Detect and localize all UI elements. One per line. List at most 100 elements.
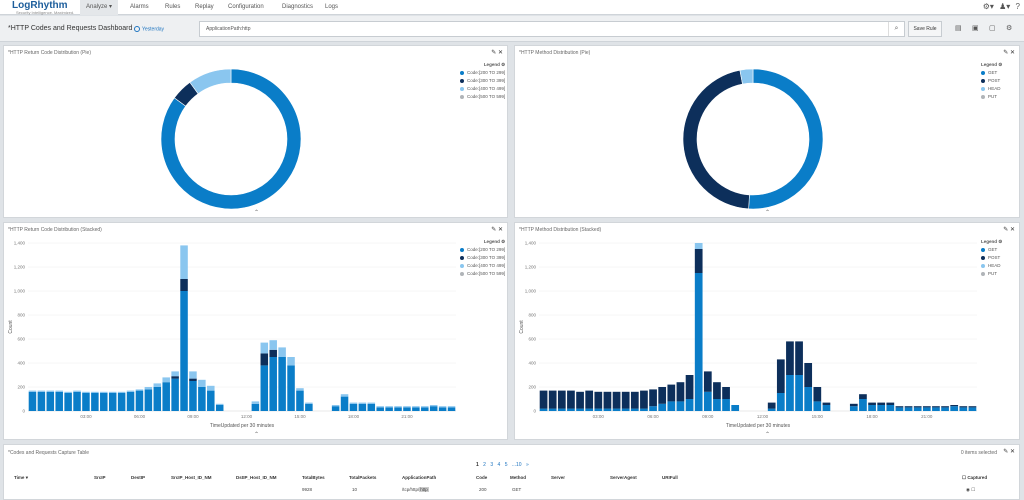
- page-link[interactable]: ...10: [511, 462, 522, 468]
- bar-segment[interactable]: [968, 406, 977, 408]
- bar-segment[interactable]: [913, 406, 922, 408]
- settings-icon[interactable]: ⚙: [1006, 25, 1013, 32]
- bar-segment[interactable]: [162, 382, 170, 411]
- bar-segment[interactable]: [813, 401, 822, 411]
- bar-segment[interactable]: [567, 408, 575, 411]
- bar-segment[interactable]: [367, 403, 376, 411]
- page-link[interactable]: »: [525, 462, 529, 468]
- bar-segment[interactable]: [567, 390, 575, 409]
- bar-segment[interactable]: [126, 390, 135, 392]
- bar-segment[interactable]: [694, 243, 703, 249]
- bar-segment[interactable]: [667, 384, 676, 402]
- bar-segment[interactable]: [153, 383, 162, 387]
- bar-segment[interactable]: [603, 408, 612, 411]
- bar-segment[interactable]: [786, 375, 794, 411]
- bar-segment[interactable]: [135, 390, 144, 411]
- pie-slice-3[interactable]: [189, 68, 232, 95]
- bar-segment[interactable]: [868, 402, 876, 405]
- bar-segment[interactable]: [296, 390, 304, 411]
- column-header-serveragent[interactable]: ServerAgent: [610, 475, 637, 480]
- nav-configuration[interactable]: Configuration: [228, 4, 264, 10]
- bar-segment[interactable]: [776, 359, 785, 393]
- bar-segment[interactable]: [171, 376, 179, 379]
- bar-segment[interactable]: [868, 405, 876, 411]
- bar-segment[interactable]: [849, 406, 858, 411]
- edit-icon[interactable]: ✎: [491, 50, 497, 56]
- bar-segment[interactable]: [135, 389, 144, 391]
- bar-segment[interactable]: [621, 408, 630, 411]
- bar-segment[interactable]: [585, 408, 594, 411]
- bar-segment[interactable]: [576, 408, 584, 411]
- bar-segment[interactable]: [28, 391, 37, 411]
- view-icon[interactable]: ◉: [966, 487, 970, 492]
- open-icon[interactable]: ▢: [989, 25, 996, 32]
- bar-segment[interactable]: [421, 407, 429, 411]
- bar-segment[interactable]: [859, 399, 867, 411]
- bar-segment[interactable]: [685, 399, 694, 411]
- bar-segment[interactable]: [612, 391, 621, 409]
- page-link[interactable]: 3: [490, 462, 494, 468]
- bar-segment[interactable]: [82, 391, 90, 393]
- bar-segment[interactable]: [904, 407, 913, 411]
- bar-segment[interactable]: [215, 405, 224, 411]
- bar-segment[interactable]: [795, 375, 803, 411]
- bar-segment[interactable]: [189, 381, 197, 411]
- bar-segment[interactable]: [412, 407, 420, 411]
- pie-slice-1[interactable]: [748, 68, 824, 210]
- column-header-applicationpath[interactable]: ApplicationPath: [402, 475, 437, 480]
- close-icon[interactable]: ✕: [1009, 449, 1015, 455]
- close-icon[interactable]: ✕: [1009, 227, 1015, 233]
- bar-segment[interactable]: [895, 406, 904, 408]
- nav-logs[interactable]: Logs: [325, 4, 339, 10]
- column-header-method[interactable]: Method: [510, 475, 526, 480]
- bar-segment[interactable]: [539, 408, 548, 411]
- bar-segment[interactable]: [189, 378, 197, 381]
- bar-segment[interactable]: [287, 365, 295, 411]
- pie-slice-3[interactable]: [739, 68, 754, 85]
- bar-segment[interactable]: [795, 341, 803, 375]
- bar-segment[interactable]: [594, 391, 603, 409]
- bar-segment[interactable]: [73, 391, 81, 411]
- bar-segment[interactable]: [269, 340, 277, 350]
- legend-item[interactable]: HEAD: [981, 85, 1002, 93]
- logo[interactable]: LogRhythm Security Intelligence. Maximiz…: [12, 1, 74, 15]
- bar-segment[interactable]: [180, 279, 188, 291]
- bar-segment[interactable]: [144, 389, 153, 411]
- bar-segment[interactable]: [117, 393, 126, 411]
- save-rule-button[interactable]: Save Rule: [908, 21, 942, 37]
- pie-slice-1[interactable]: [160, 68, 302, 210]
- bar-segment[interactable]: [82, 393, 90, 411]
- bar-segment[interactable]: [804, 363, 813, 387]
- bar-segment[interactable]: [349, 403, 358, 411]
- bar-segment[interactable]: [886, 405, 895, 411]
- bar-segment[interactable]: [100, 391, 108, 393]
- bar-segment[interactable]: [776, 393, 785, 411]
- bar-segment[interactable]: [959, 407, 968, 411]
- edit-icon[interactable]: ✎: [1003, 449, 1009, 455]
- bar-segment[interactable]: [403, 406, 411, 408]
- bar-segment[interactable]: [640, 390, 648, 409]
- bar-segment[interactable]: [859, 394, 867, 399]
- legend-item[interactable]: Code:[500 TO 599]: [460, 93, 505, 101]
- user-icon[interactable]: ♟▾: [999, 2, 1011, 11]
- search-input[interactable]: ApplicationPath:http: [199, 21, 905, 37]
- bar-segment[interactable]: [630, 391, 639, 409]
- help-icon[interactable]: ?: [1015, 2, 1020, 11]
- collapse-icon[interactable]: ⌃: [254, 432, 260, 438]
- bar-segment[interactable]: [260, 342, 269, 354]
- bar-segment[interactable]: [46, 391, 55, 411]
- bar-segment[interactable]: [198, 379, 206, 387]
- bar-segment[interactable]: [950, 406, 959, 411]
- page-link[interactable]: 1: [476, 462, 479, 468]
- bar-segment[interactable]: [171, 371, 179, 377]
- bar-segment[interactable]: [922, 406, 931, 408]
- bar-segment[interactable]: [385, 407, 393, 411]
- edit-icon[interactable]: ✎: [491, 227, 497, 233]
- bar-segment[interactable]: [278, 357, 286, 411]
- bar-segment[interactable]: [278, 347, 286, 357]
- bar-segment[interactable]: [722, 399, 730, 411]
- bar-segment[interactable]: [612, 408, 621, 411]
- nav-diagnostics[interactable]: Diagnostics: [282, 4, 314, 10]
- legend-item[interactable]: Code:[500 TO 599]: [460, 270, 505, 278]
- bar-segment[interactable]: [46, 390, 55, 392]
